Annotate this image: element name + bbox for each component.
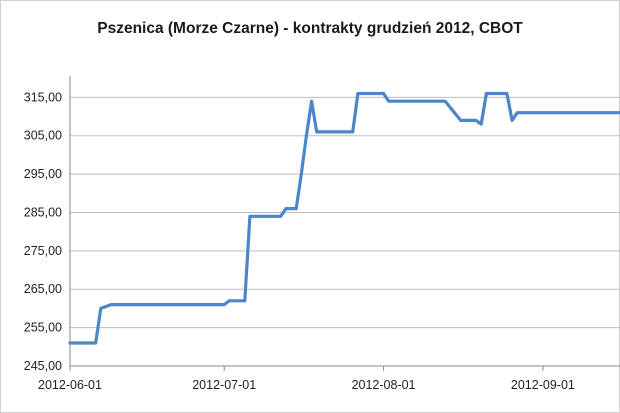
- x-tick-label: 2012-07-01: [192, 378, 256, 392]
- chart-title: Pszenica (Morze Czarne) - kontrakty grud…: [97, 20, 523, 37]
- x-tick-label: 2012-08-01: [352, 378, 416, 392]
- y-tick-label: 285,00: [24, 205, 62, 219]
- y-tick-label: 295,00: [24, 167, 62, 181]
- y-tick-label: 265,00: [24, 282, 62, 296]
- x-tick-label: 2012-09-01: [511, 378, 575, 392]
- x-tick-label: 2012-06-01: [38, 378, 102, 392]
- y-tick-label: 255,00: [24, 321, 62, 335]
- series-line: [68, 91, 620, 345]
- y-tick-label: 305,00: [24, 129, 62, 143]
- y-tick-label: 275,00: [24, 244, 62, 258]
- y-tick-label: 245,00: [24, 359, 62, 373]
- y-tick-label: 315,00: [24, 90, 62, 104]
